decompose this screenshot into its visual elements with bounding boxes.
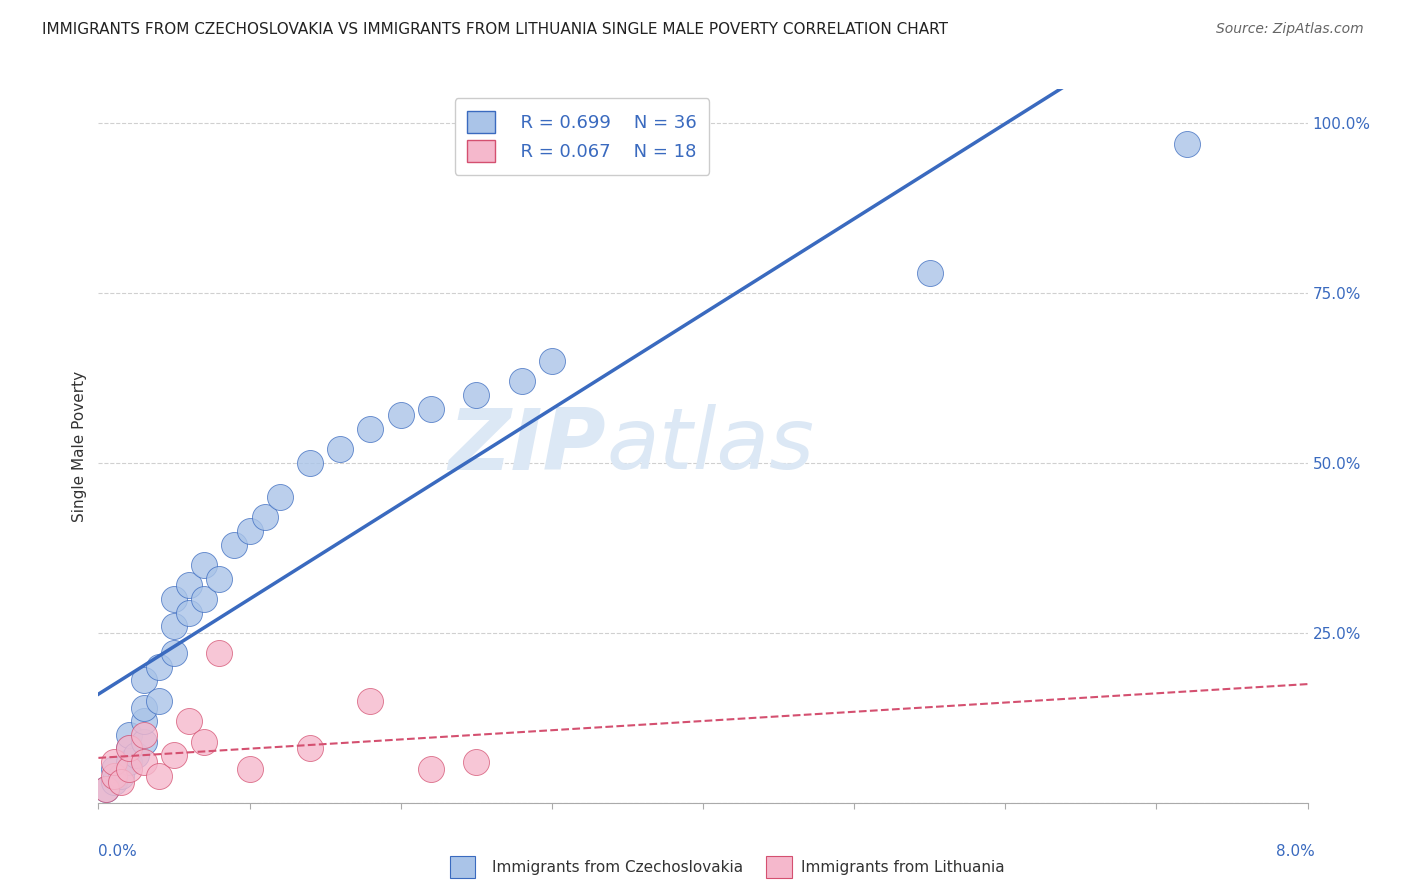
Point: [193, 591, 215, 606]
Point: [299, 456, 322, 470]
Text: 8.0%: 8.0%: [1275, 845, 1315, 859]
Text: Source: ZipAtlas.com: Source: ZipAtlas.com: [1216, 22, 1364, 37]
Point: [208, 572, 231, 586]
Point: [329, 442, 352, 457]
Point: [132, 728, 155, 742]
Point: [132, 734, 155, 748]
Point: [1175, 136, 1198, 151]
Point: [540, 354, 562, 368]
Point: [193, 558, 215, 572]
Point: [465, 755, 488, 769]
Text: Immigrants from Czechoslovakia: Immigrants from Czechoslovakia: [492, 860, 744, 874]
Point: [118, 728, 141, 742]
Point: [239, 524, 262, 538]
Point: [103, 762, 125, 776]
Y-axis label: Single Male Poverty: Single Male Poverty: [72, 370, 87, 522]
Point: [389, 409, 412, 423]
Point: [163, 619, 186, 633]
Point: [419, 401, 441, 416]
Point: [299, 741, 322, 756]
Text: Immigrants from Lithuania: Immigrants from Lithuania: [801, 860, 1005, 874]
Point: [103, 755, 125, 769]
Point: [132, 714, 155, 729]
Point: [118, 762, 141, 776]
Text: ZIP: ZIP: [449, 404, 606, 488]
Point: [208, 646, 231, 660]
Point: [163, 646, 186, 660]
Point: [163, 591, 186, 606]
Point: [253, 510, 276, 524]
Point: [132, 755, 155, 769]
Point: [110, 769, 132, 783]
Point: [132, 700, 155, 714]
Point: [239, 762, 262, 776]
Point: [132, 673, 155, 688]
Point: [465, 388, 488, 402]
Point: [118, 741, 141, 756]
Point: [148, 694, 170, 708]
Text: IMMIGRANTS FROM CZECHOSLOVAKIA VS IMMIGRANTS FROM LITHUANIA SINGLE MALE POVERTY : IMMIGRANTS FROM CZECHOSLOVAKIA VS IMMIGR…: [42, 22, 948, 37]
Point: [179, 578, 201, 592]
Text: atlas: atlas: [606, 404, 814, 488]
Point: [148, 769, 170, 783]
Point: [269, 490, 291, 504]
Point: [359, 422, 381, 436]
Point: [103, 775, 125, 789]
Point: [94, 782, 117, 797]
Point: [918, 266, 941, 280]
Point: [118, 755, 141, 769]
Point: [179, 714, 201, 729]
Point: [148, 660, 170, 674]
Point: [359, 694, 381, 708]
Point: [118, 741, 141, 756]
Text: 0.0%: 0.0%: [98, 845, 138, 859]
Point: [103, 769, 125, 783]
Point: [163, 748, 186, 763]
Point: [94, 782, 117, 797]
Point: [125, 748, 148, 763]
Point: [510, 375, 533, 389]
Point: [193, 734, 215, 748]
Point: [419, 762, 441, 776]
Legend:   R = 0.699    N = 36,   R = 0.067    N = 18: R = 0.699 N = 36, R = 0.067 N = 18: [454, 98, 710, 175]
Point: [179, 606, 201, 620]
Point: [110, 775, 132, 789]
Point: [224, 537, 246, 551]
